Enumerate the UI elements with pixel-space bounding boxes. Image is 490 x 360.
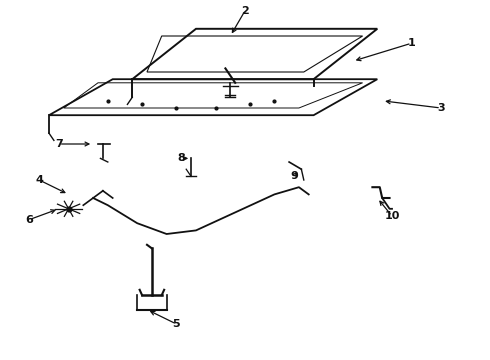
Text: 3: 3 — [437, 103, 445, 113]
Text: 7: 7 — [55, 139, 63, 149]
Text: 10: 10 — [384, 211, 400, 221]
Text: 8: 8 — [177, 153, 185, 163]
Text: 5: 5 — [172, 319, 180, 329]
Text: 4: 4 — [35, 175, 43, 185]
Text: 2: 2 — [241, 6, 249, 16]
Text: 1: 1 — [408, 38, 416, 48]
Text: 6: 6 — [25, 215, 33, 225]
Text: 9: 9 — [290, 171, 298, 181]
